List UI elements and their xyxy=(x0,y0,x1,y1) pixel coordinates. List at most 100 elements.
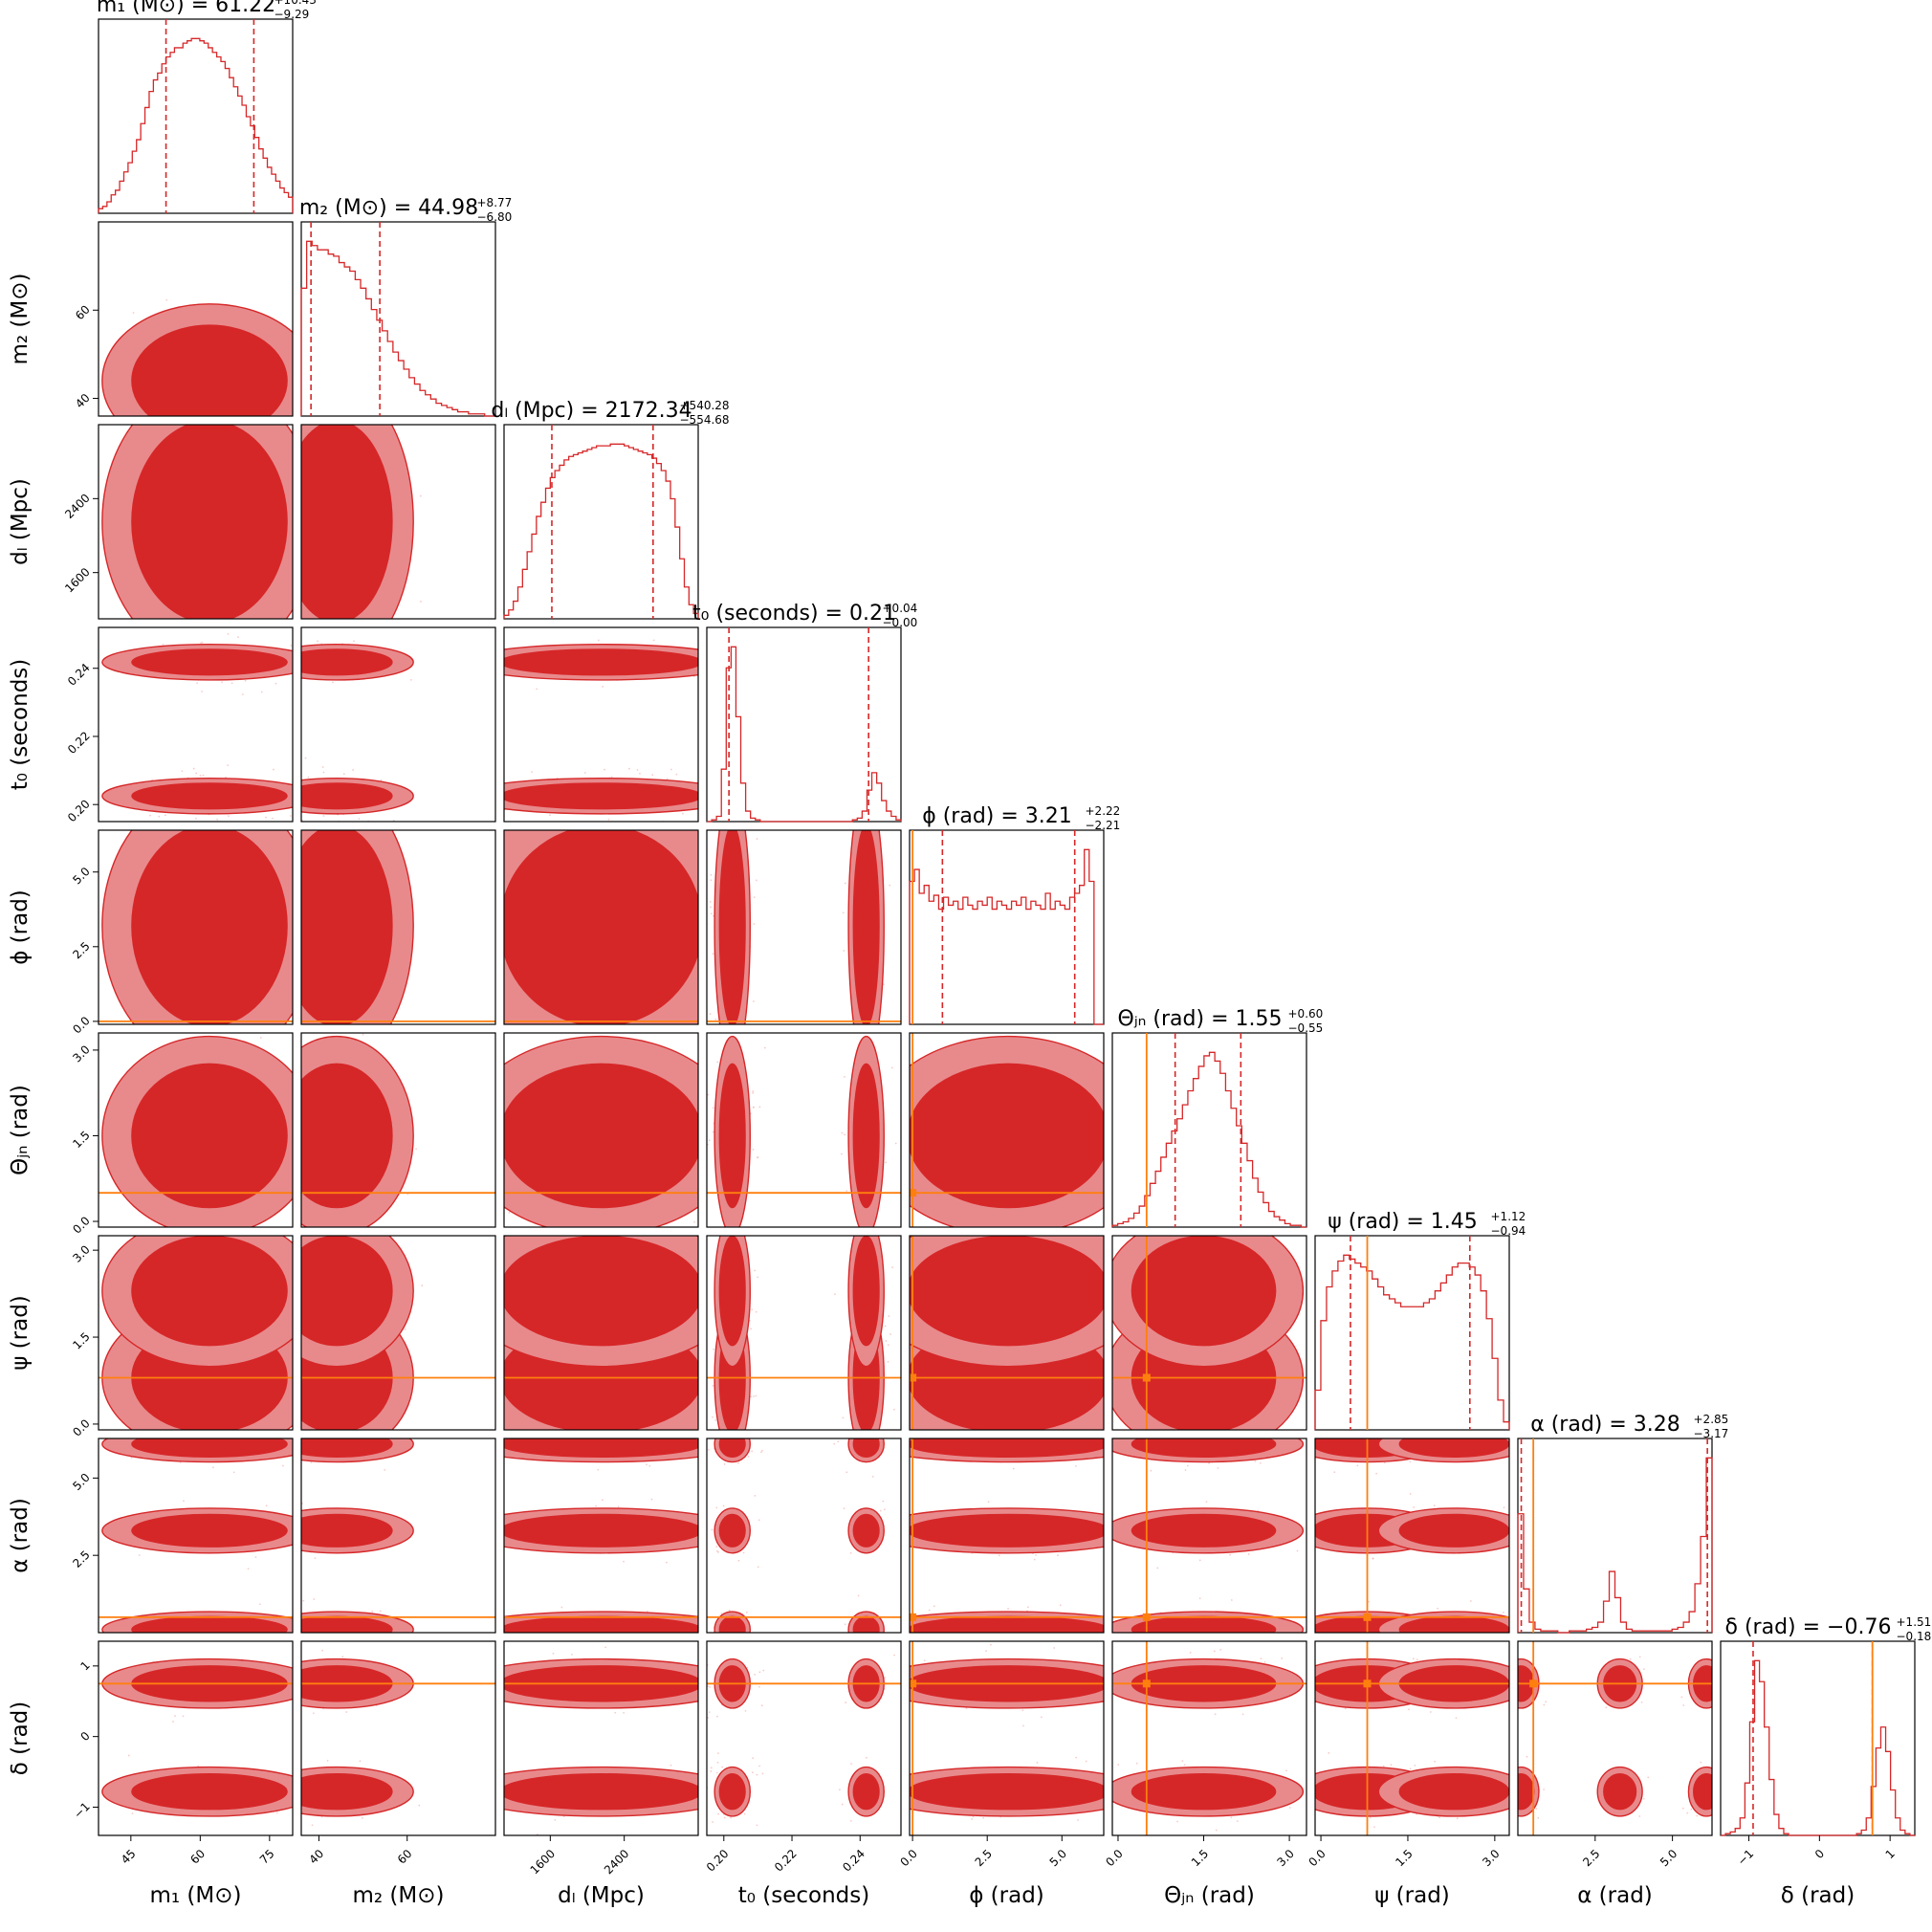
sample-point xyxy=(221,681,223,684)
sample-point xyxy=(298,1314,300,1316)
sample-point xyxy=(296,771,298,773)
sample-point xyxy=(1238,1638,1240,1640)
sample-point xyxy=(753,1000,755,1002)
panel-frame xyxy=(300,626,496,823)
sample-point xyxy=(1254,1460,1257,1462)
sample-point xyxy=(709,1436,711,1438)
sample-point xyxy=(998,1554,1000,1557)
density-delta-vs-thetajn xyxy=(1112,1641,1306,1835)
sample-point xyxy=(708,1139,711,1142)
contour-inner xyxy=(910,1615,1104,1633)
sample-point xyxy=(716,1638,718,1640)
sample-point xyxy=(296,435,298,437)
contour-inner xyxy=(504,1236,698,1347)
sample-point xyxy=(345,1711,348,1713)
sample-point xyxy=(737,1461,739,1464)
x-tick-label-delta-2: 1 xyxy=(1883,1847,1898,1861)
contour-inner xyxy=(131,1513,288,1548)
x-tick-label-t0-1: 0.22 xyxy=(772,1847,800,1875)
sample-point xyxy=(149,814,152,817)
sample-point xyxy=(841,1153,843,1155)
title-err-minus-m2: −6.80 xyxy=(477,210,513,224)
sample-point xyxy=(1296,1549,1299,1552)
y-tick-label-psi-1: 1.5 xyxy=(70,1329,92,1351)
density-thetajn-vs-phi xyxy=(910,1033,1111,1227)
panel-frame xyxy=(98,829,294,1025)
sample-point xyxy=(298,676,300,678)
sample-point xyxy=(758,1106,761,1109)
sample-point xyxy=(747,1456,750,1458)
sample-point xyxy=(1065,1433,1067,1435)
panel-alpha-vs-psi xyxy=(1314,1438,1518,1647)
sample-point xyxy=(1516,1645,1518,1647)
sample-point xyxy=(1515,1781,1517,1783)
sample-point xyxy=(710,873,713,876)
sample-point xyxy=(1109,1118,1111,1120)
sample-point xyxy=(693,1220,695,1223)
diag-panel-delta: δ (rad) = −0.76 +1.51−0.18 xyxy=(1720,1615,1932,1836)
sample-point xyxy=(838,1789,841,1791)
x-axis-label-psi: ψ (rad) xyxy=(1374,1883,1450,1908)
sample-point xyxy=(715,1506,718,1509)
sample-point xyxy=(597,639,600,642)
x-tick-label-thetajn-0: 0.0 xyxy=(1103,1847,1125,1869)
title-phi: ϕ (rad) = 3.21 xyxy=(922,804,1072,828)
sample-point xyxy=(1700,1761,1702,1764)
contour-inner xyxy=(301,1513,393,1548)
sample-point xyxy=(1345,1435,1347,1437)
sample-point xyxy=(1156,1567,1159,1570)
sample-point xyxy=(850,1763,852,1766)
sample-point xyxy=(216,818,219,821)
sample-point xyxy=(228,815,230,818)
sample-point xyxy=(200,642,203,645)
sample-point xyxy=(254,1556,257,1559)
sample-point xyxy=(271,817,274,820)
sample-point xyxy=(1696,1814,1699,1817)
contour-inner xyxy=(852,1438,880,1458)
contour-inner xyxy=(1518,1773,1535,1811)
sample-point xyxy=(712,1821,714,1823)
diag-panel-m1: m₁ (M⊙) = 61.22+10.43−9.29 xyxy=(97,0,317,214)
sample-point xyxy=(259,1037,262,1039)
sample-point xyxy=(1189,1651,1192,1654)
sample-point xyxy=(755,1394,757,1397)
y-tick-label-psi-2: 3.0 xyxy=(70,1242,92,1264)
sample-point xyxy=(188,824,190,826)
density-phi-vs-m1 xyxy=(99,830,293,1024)
density-thetajn-vs-m2 xyxy=(294,1033,495,1227)
y-tick-label-dL-1: 2400 xyxy=(62,492,92,521)
sample-point xyxy=(1433,1504,1436,1507)
panel-psi-vs-m2 xyxy=(298,1235,496,1431)
title-err-minus-phi: −2.21 xyxy=(1086,819,1121,832)
sample-point xyxy=(757,1566,759,1569)
sample-point xyxy=(1085,1760,1087,1763)
sample-point xyxy=(311,1824,314,1827)
y-axis-label-thetajn: Θⱼₙ (rad) xyxy=(8,1085,33,1175)
sample-point xyxy=(750,1328,753,1330)
sample-point xyxy=(294,1119,296,1121)
sample-point xyxy=(201,691,203,692)
sample-point xyxy=(871,1475,874,1478)
sample-point xyxy=(595,1504,598,1507)
y-tick-label-alpha-1: 5.0 xyxy=(70,1471,92,1493)
y-axis-label-m2: m₂ (M⊙) xyxy=(8,274,33,365)
panel-t0-vs-dL xyxy=(503,626,699,823)
panel-psi-vs-phi xyxy=(909,1235,1105,1431)
sample-point xyxy=(244,679,247,682)
sample-point xyxy=(711,912,713,915)
sample-point xyxy=(885,1340,888,1342)
sample-point xyxy=(552,1652,555,1655)
sample-point xyxy=(290,644,293,647)
contour-inner xyxy=(1693,1773,1712,1811)
sample-point xyxy=(286,1434,288,1436)
panel-psi-vs-m1 xyxy=(98,1235,294,1431)
title-err-plus-delta: +1.51 xyxy=(1897,1615,1932,1629)
diag-panel-alpha: α (rad) = 3.28 +2.85−3.17 xyxy=(1517,1413,1728,1634)
sample-point xyxy=(1690,1808,1693,1811)
panel-t0-vs-m1 xyxy=(98,626,294,826)
contour-inner xyxy=(718,830,746,1024)
sample-point xyxy=(652,639,655,642)
sample-point xyxy=(833,1442,836,1445)
sample-point xyxy=(893,1654,896,1657)
sample-point xyxy=(1150,1469,1153,1472)
